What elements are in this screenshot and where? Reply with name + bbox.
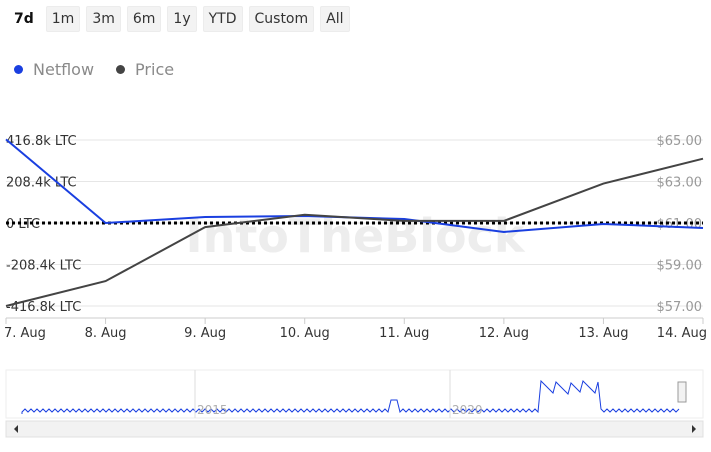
legend-item-netflow[interactable]: Netflow	[14, 60, 94, 79]
range-button-all[interactable]: All	[320, 6, 350, 32]
range-button-custom[interactable]: Custom	[248, 6, 315, 32]
range-button-7d[interactable]: 7d	[8, 6, 40, 32]
x-tick-label: 14. Aug	[657, 326, 707, 341]
range-button-1y[interactable]: 1y	[167, 6, 197, 32]
y-left-tick-label: 0 LTC	[6, 217, 40, 232]
navigator-label: 2020	[452, 403, 483, 417]
range-button-3m[interactable]: 3m	[86, 6, 121, 32]
y-left-tick-label: -416.8k LTC	[6, 300, 81, 315]
scroll-right-arrow-icon[interactable]	[692, 425, 696, 433]
x-tick-label: 9. Aug	[184, 326, 226, 341]
legend-marker	[14, 65, 23, 74]
x-tick-label: 11. Aug	[379, 326, 429, 341]
y-left-tick-label: 416.8k LTC	[6, 134, 77, 149]
y-left-tick-label: -208.4k LTC	[6, 259, 81, 274]
legend-label: Price	[135, 60, 175, 79]
range-button-1m[interactable]: 1m	[45, 6, 81, 32]
navigator-label: 2015	[197, 403, 228, 417]
y-right-tick-label: $59.00	[657, 259, 703, 274]
legend: Netflow Price	[14, 60, 174, 79]
range-button-ytd[interactable]: YTD	[202, 6, 243, 32]
legend-marker	[116, 65, 126, 74]
scrollbar[interactable]	[5, 420, 704, 438]
legend-item-price[interactable]: Price	[116, 60, 174, 79]
x-tick-label: 13. Aug	[578, 326, 628, 341]
navigator-series	[21, 379, 680, 414]
x-tick-label: 12. Aug	[479, 326, 529, 341]
y-right-tick-label: $65.00	[657, 134, 703, 149]
scroll-left-arrow-icon[interactable]	[14, 425, 18, 433]
x-tick-label: 8. Aug	[85, 326, 127, 341]
legend-label: Netflow	[33, 60, 95, 79]
y-right-tick-label: $63.00	[657, 176, 703, 191]
navigator-handle[interactable]	[677, 381, 687, 403]
range-selector: 7d 1m 3m 6m 1y YTD Custom All	[8, 6, 350, 32]
y-right-tick-label: $57.00	[657, 300, 703, 315]
series-line-price	[5, 157, 704, 307]
x-tick-label: 10. Aug	[280, 326, 330, 341]
x-tick-label: 7. Aug	[4, 326, 46, 341]
range-button-6m[interactable]: 6m	[126, 6, 162, 32]
y-left-tick-label: 208.4k LTC	[6, 176, 77, 191]
